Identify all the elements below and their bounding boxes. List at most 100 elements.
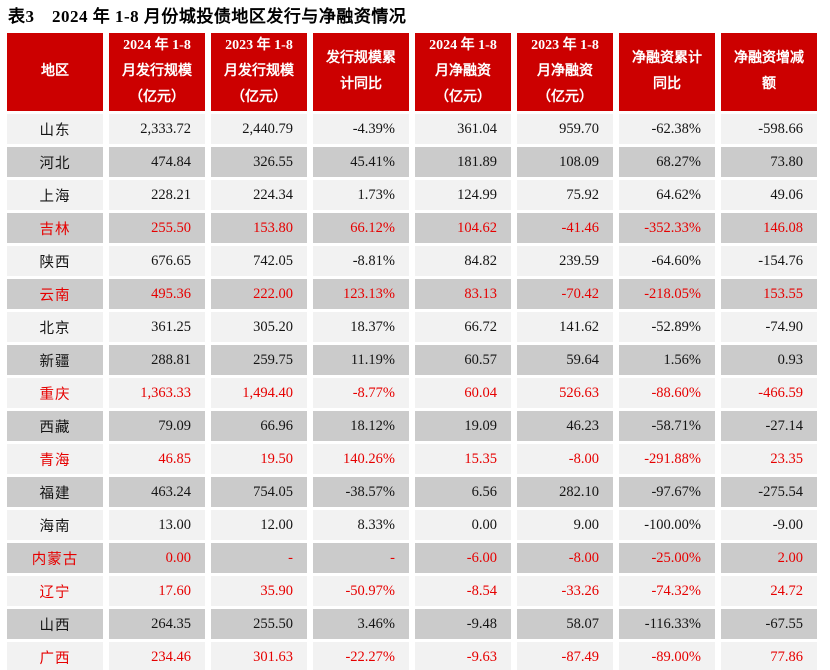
value-cell: 8.33% xyxy=(313,510,409,540)
table-row: 广西 234.46 301.63 -22.27% -9.63 -87.49 -89.00% 7… xyxy=(7,642,817,670)
value-cell: -27.14 xyxy=(721,411,817,441)
value-cell: 60.57 xyxy=(415,345,511,375)
value-cell: 18.12% xyxy=(313,411,409,441)
value-cell: -291.88% xyxy=(619,444,715,474)
value-cell: 12.00 xyxy=(211,510,307,540)
table-row: 上海 228.21 224.34 1.73% 124.99 75.92 64.62% 49.0… xyxy=(7,180,817,210)
value-cell: 123.13% xyxy=(313,279,409,309)
value-cell: -9.00 xyxy=(721,510,817,540)
value-cell: 23.35 xyxy=(721,444,817,474)
value-cell: 17.60 xyxy=(109,576,205,606)
region-cell: 山西 xyxy=(7,609,103,639)
value-cell: -41.46 xyxy=(517,213,613,243)
value-cell: 255.50 xyxy=(211,609,307,639)
value-cell: 495.36 xyxy=(109,279,205,309)
region-cell: 云南 xyxy=(7,279,103,309)
table-row: 辽宁 17.60 35.90 -50.97% -8.54 -33.26 -74.32% 24.… xyxy=(7,576,817,606)
value-cell: -4.39% xyxy=(313,114,409,144)
table-row: 新疆 288.81 259.75 11.19% 60.57 59.64 1.56% 0.93 xyxy=(7,345,817,375)
table-row: 河北 474.84 326.55 45.41% 181.89 108.09 68.27% 73… xyxy=(7,147,817,177)
value-cell: 66.96 xyxy=(211,411,307,441)
value-cell: 1,494.40 xyxy=(211,378,307,408)
value-cell: 259.75 xyxy=(211,345,307,375)
region-cell: 北京 xyxy=(7,312,103,342)
value-cell: -67.55 xyxy=(721,609,817,639)
value-cell: -74.32% xyxy=(619,576,715,606)
region-cell: 广西 xyxy=(7,642,103,670)
value-cell: 141.62 xyxy=(517,312,613,342)
value-cell: 754.05 xyxy=(211,477,307,507)
value-cell: 474.84 xyxy=(109,147,205,177)
table-row: 福建 463.24 754.05 -38.57% 6.56 282.10 -97.67% -2… xyxy=(7,477,817,507)
value-cell: 3.46% xyxy=(313,609,409,639)
value-cell: 6.56 xyxy=(415,477,511,507)
value-cell: -116.33% xyxy=(619,609,715,639)
value-cell: 361.04 xyxy=(415,114,511,144)
value-cell: 124.99 xyxy=(415,180,511,210)
value-cell: 0.93 xyxy=(721,345,817,375)
value-cell: 326.55 xyxy=(211,147,307,177)
value-cell: 35.90 xyxy=(211,576,307,606)
value-cell: 24.72 xyxy=(721,576,817,606)
table-row: 内蒙古 0.00- - -6.00 -8.00 -25.00% 2.00 xyxy=(7,543,817,573)
value-cell: 46.85 xyxy=(109,444,205,474)
value-cell: 79.09 xyxy=(109,411,205,441)
value-cell: 49.06 xyxy=(721,180,817,210)
value-cell: 15.35 xyxy=(415,444,511,474)
table-row: 陕西 676.65 742.05 -8.81% 84.82 239.59 -64.60% -1… xyxy=(7,246,817,276)
value-cell: 83.13 xyxy=(415,279,511,309)
value-cell: 60.04 xyxy=(415,378,511,408)
value-cell: 361.25 xyxy=(109,312,205,342)
column-header: 2024 年 1-8 月净融资 （亿元） xyxy=(415,33,511,111)
value-cell: 1.56% xyxy=(619,345,715,375)
value-cell: -154.76 xyxy=(721,246,817,276)
value-cell: -9.63 xyxy=(415,642,511,670)
value-cell: 66.12% xyxy=(313,213,409,243)
region-cell: 吉林 xyxy=(7,213,103,243)
value-cell: 234.46 xyxy=(109,642,205,670)
column-header: 2024 年 1-8 月发行规模 （亿元） xyxy=(109,33,205,111)
value-cell: 153.55 xyxy=(721,279,817,309)
value-cell: 9.00 xyxy=(517,510,613,540)
region-cell: 内蒙古 xyxy=(7,543,103,573)
region-cell: 山东 xyxy=(7,114,103,144)
value-cell: 255.50 xyxy=(109,213,205,243)
value-cell: 2,333.72 xyxy=(109,114,205,144)
region-cell: 上海 xyxy=(7,180,103,210)
value-cell: -275.54 xyxy=(721,477,817,507)
value-cell: 73.80 xyxy=(721,147,817,177)
region-cell: 辽宁 xyxy=(7,576,103,606)
value-cell: 181.89 xyxy=(415,147,511,177)
value-cell: -97.67% xyxy=(619,477,715,507)
column-header: 发行规模累 计同比 xyxy=(313,33,409,111)
region-cell: 青海 xyxy=(7,444,103,474)
value-cell: 84.82 xyxy=(415,246,511,276)
region-cell: 重庆 xyxy=(7,378,103,408)
value-cell: 108.09 xyxy=(517,147,613,177)
value-cell: 0.00 xyxy=(415,510,511,540)
table-row: 西藏 79.09 66.96 18.12% 19.09 46.23 -58.71% -27.1… xyxy=(7,411,817,441)
table-row: 云南 495.36 222.00 123.13% 83.13 -70.42 -218.05%… xyxy=(7,279,817,309)
value-cell: 742.05 xyxy=(211,246,307,276)
value-cell: -38.57% xyxy=(313,477,409,507)
value-cell: 676.65 xyxy=(109,246,205,276)
value-cell: -100.00% xyxy=(619,510,715,540)
table-row: 山西 264.35 255.50 3.46% -9.48 58.07 -116.33% -67… xyxy=(7,609,817,639)
value-cell: -22.27% xyxy=(313,642,409,670)
value-cell: -352.33% xyxy=(619,213,715,243)
column-header: 净融资增减 额 xyxy=(721,33,817,111)
value-cell: -6.00 xyxy=(415,543,511,573)
value-cell: -8.00 xyxy=(517,444,613,474)
value-cell: 46.23 xyxy=(517,411,613,441)
table-title: 表3 2024 年 1-8 月份城投债地区发行与净融资情况 xyxy=(8,7,407,26)
value-cell: 19.50 xyxy=(211,444,307,474)
value-cell: 305.20 xyxy=(211,312,307,342)
region-cell: 河北 xyxy=(7,147,103,177)
value-cell: 45.41% xyxy=(313,147,409,177)
table-row: 海南 13.00 12.00 8.33% 0.00 9.00 -100.00% -9.00 xyxy=(7,510,817,540)
table-row: 山东 2,333.72 2,440.79 -4.39% 361.04 959.70 -62.… xyxy=(7,114,817,144)
column-header: 净融资累计 同比 xyxy=(619,33,715,111)
value-cell: -8.54 xyxy=(415,576,511,606)
value-cell: -74.90 xyxy=(721,312,817,342)
value-cell: -88.60% xyxy=(619,378,715,408)
